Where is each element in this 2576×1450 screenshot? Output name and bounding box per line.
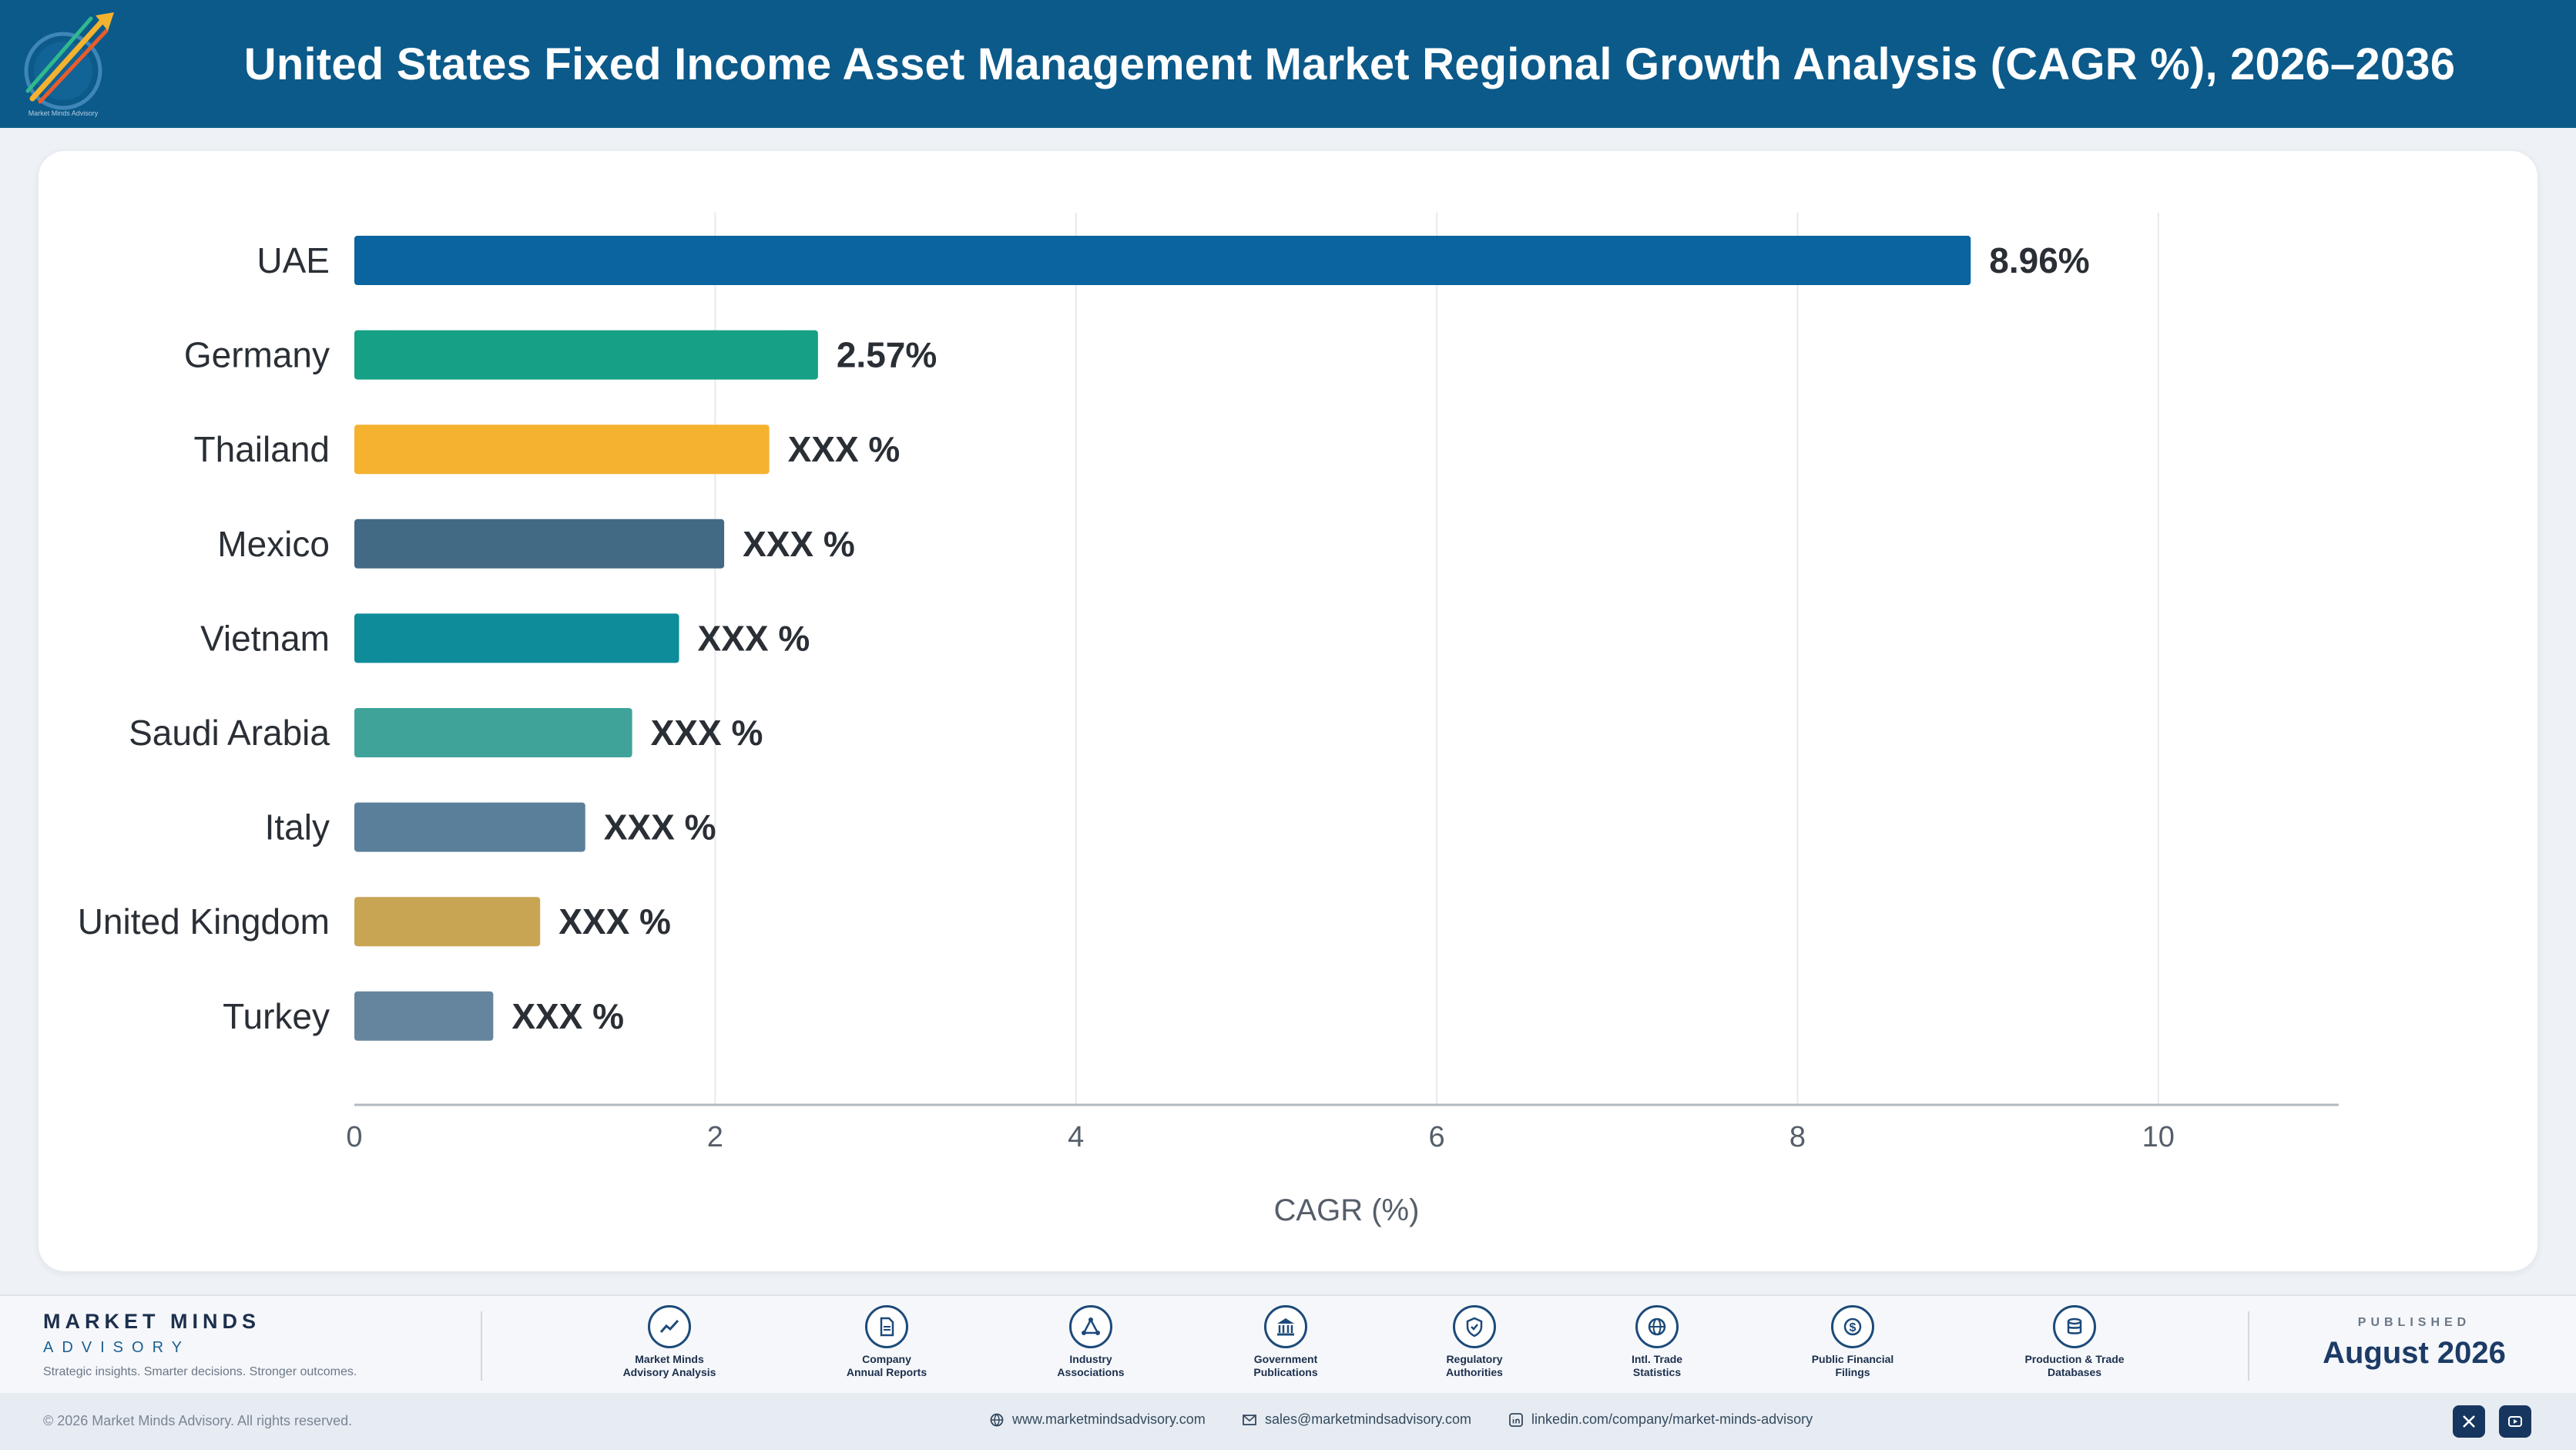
- bar: [354, 425, 770, 475]
- mail-icon: [1243, 1414, 1256, 1425]
- bar: [354, 236, 1971, 285]
- category-label: UAE: [257, 240, 330, 280]
- x-social-button[interactable]: [2453, 1405, 2485, 1438]
- published-date: August 2026: [2323, 1336, 2506, 1370]
- youtube-icon: [2508, 1416, 2522, 1427]
- category-label: Vietnam: [200, 618, 330, 658]
- x-tick-label: 10: [2142, 1121, 2175, 1153]
- category-label: Italy: [265, 807, 330, 848]
- copyright-text: © 2026 Market Minds Advisory. All rights…: [43, 1413, 353, 1428]
- bar: [354, 708, 632, 757]
- logo-caption: Market Minds Advisory: [29, 109, 99, 117]
- footer-contact-bar: © 2026 Market Minds Advisory. All rights…: [0, 1393, 2576, 1450]
- database-icon: [2053, 1305, 2096, 1348]
- source-intl-trade-statistics[interactable]: Intl. Trade Statistics: [1584, 1305, 1730, 1379]
- x-tick-label: 0: [346, 1121, 362, 1153]
- source-label-line2: Advisory Analysis: [622, 1366, 716, 1378]
- company-logo[interactable]: Market Minds Advisory: [15, 8, 123, 119]
- x-tick-label: 4: [1068, 1121, 1084, 1153]
- source-label-line2: Statistics: [1632, 1366, 1682, 1378]
- header-bar: Market Minds Advisory United States Fixe…: [0, 0, 2576, 128]
- source-industry-associations[interactable]: Industry Associations: [1018, 1305, 1164, 1379]
- dollar-coin-icon: $: [1831, 1305, 1874, 1348]
- footer-sources-bar: MARKET MINDS ADVISORY Strategic insights…: [0, 1294, 2576, 1393]
- website-text: www.marketmindsadvisory.com: [1012, 1411, 1206, 1427]
- x-tick-label: 8: [1789, 1121, 1806, 1153]
- globe-icon: [1635, 1305, 1679, 1348]
- category-label: Turkey: [223, 996, 330, 1036]
- data-label: XXX %: [651, 713, 763, 753]
- category-label: Saudi Arabia: [129, 713, 330, 753]
- x-icon: [2463, 1415, 2475, 1428]
- shield-check-icon: [1453, 1305, 1496, 1348]
- source-public-financial-filings[interactable]: $ Public Financial Filings: [1779, 1305, 1926, 1379]
- website-link[interactable]: www.marketmindsadvisory.com: [989, 1411, 1206, 1428]
- data-label: XXX %: [558, 901, 671, 941]
- globe-icon: [990, 1413, 1004, 1427]
- source-market-minds-analysis[interactable]: Market Minds Advisory Analysis: [596, 1305, 743, 1379]
- source-production-trade-databases[interactable]: Production & Trade Databases: [2001, 1305, 2148, 1379]
- brand-tagline: Strategic insights. Smarter decisions. S…: [43, 1365, 357, 1378]
- category-label: United Kingdom: [78, 901, 330, 941]
- svg-text:$: $: [1850, 1321, 1857, 1334]
- source-label-line2: Publications: [1253, 1366, 1318, 1378]
- source-label-line2: Filings: [1835, 1366, 1870, 1378]
- source-label-line2: Associations: [1057, 1366, 1125, 1378]
- source-label-line1: Industry: [1069, 1353, 1112, 1365]
- government-building-icon: [1264, 1305, 1307, 1348]
- bar: [354, 802, 585, 852]
- source-government-publications[interactable]: Government Publications: [1213, 1305, 1359, 1379]
- source-label-line1: Company: [862, 1353, 911, 1365]
- source-label-line1: Market Minds: [635, 1353, 704, 1365]
- x-tick-label: 2: [707, 1121, 723, 1153]
- bar: [354, 991, 494, 1041]
- source-label-line1: Intl. Trade: [1631, 1353, 1683, 1365]
- linkedin-text: linkedin.com/company/market-minds-adviso…: [1531, 1411, 1813, 1427]
- linkedin-link[interactable]: linkedin.com/company/market-minds-adviso…: [1508, 1411, 1813, 1428]
- source-label-line1: Regulatory: [1446, 1353, 1503, 1365]
- data-label: 2.57%: [837, 335, 937, 375]
- data-label: XXX %: [512, 996, 624, 1036]
- data-label: XXX %: [698, 618, 810, 658]
- source-label-line2: Annual Reports: [846, 1366, 927, 1378]
- linkedin-icon: [1509, 1412, 1523, 1427]
- chart-card: 0 2 4 6 8 10 UAE 8.96% Germany 2.57% Thailand XXX %…: [39, 151, 2537, 1271]
- brand-name: MARKET MINDS: [43, 1310, 260, 1333]
- bar: [354, 330, 818, 380]
- data-label: XXX %: [604, 807, 716, 848]
- email-link[interactable]: sales@marketmindsadvisory.com: [1242, 1411, 1471, 1428]
- x-tick-label: 6: [1429, 1121, 1445, 1153]
- email-text: sales@marketmindsadvisory.com: [1265, 1411, 1472, 1427]
- source-label-line1: Government: [1253, 1353, 1318, 1365]
- category-label: Thailand: [194, 429, 330, 469]
- published-label: PUBLISHED: [2357, 1316, 2471, 1329]
- data-label: 8.96%: [1989, 240, 2089, 280]
- data-label: XXX %: [788, 429, 901, 469]
- bar: [354, 519, 725, 569]
- youtube-social-button[interactable]: [2499, 1405, 2531, 1438]
- data-label: XXX %: [743, 524, 855, 564]
- source-label-line2: Authorities: [1446, 1366, 1503, 1378]
- source-label-line1: Public Financial: [1811, 1353, 1894, 1365]
- x-axis-title: CAGR (%): [1274, 1193, 1420, 1227]
- source-label-line1: Production & Trade: [2024, 1353, 2125, 1365]
- category-label: Mexico: [217, 524, 330, 564]
- page-title: United States Fixed Income Asset Managem…: [243, 39, 2456, 89]
- bar: [354, 613, 679, 663]
- footer-divider: [481, 1311, 482, 1381]
- source-company-annual-reports[interactable]: Company Annual Reports: [813, 1305, 960, 1379]
- footer-divider: [2248, 1311, 2249, 1381]
- document-icon: [865, 1305, 908, 1348]
- source-regulatory-authorities[interactable]: Regulatory Authorities: [1401, 1305, 1548, 1379]
- network-icon: [1069, 1305, 1112, 1348]
- source-label-line2: Databases: [2047, 1366, 2102, 1378]
- category-label: Germany: [184, 335, 330, 375]
- logo-icon: Market Minds Advisory: [24, 12, 114, 117]
- brand-subtitle: ADVISORY: [43, 1339, 190, 1356]
- bar-chart: 0 2 4 6 8 10 UAE 8.96% Germany 2.57% Thailand XXX %…: [78, 213, 2339, 1227]
- bar: [354, 897, 541, 947]
- chart-line-icon: [648, 1305, 691, 1348]
